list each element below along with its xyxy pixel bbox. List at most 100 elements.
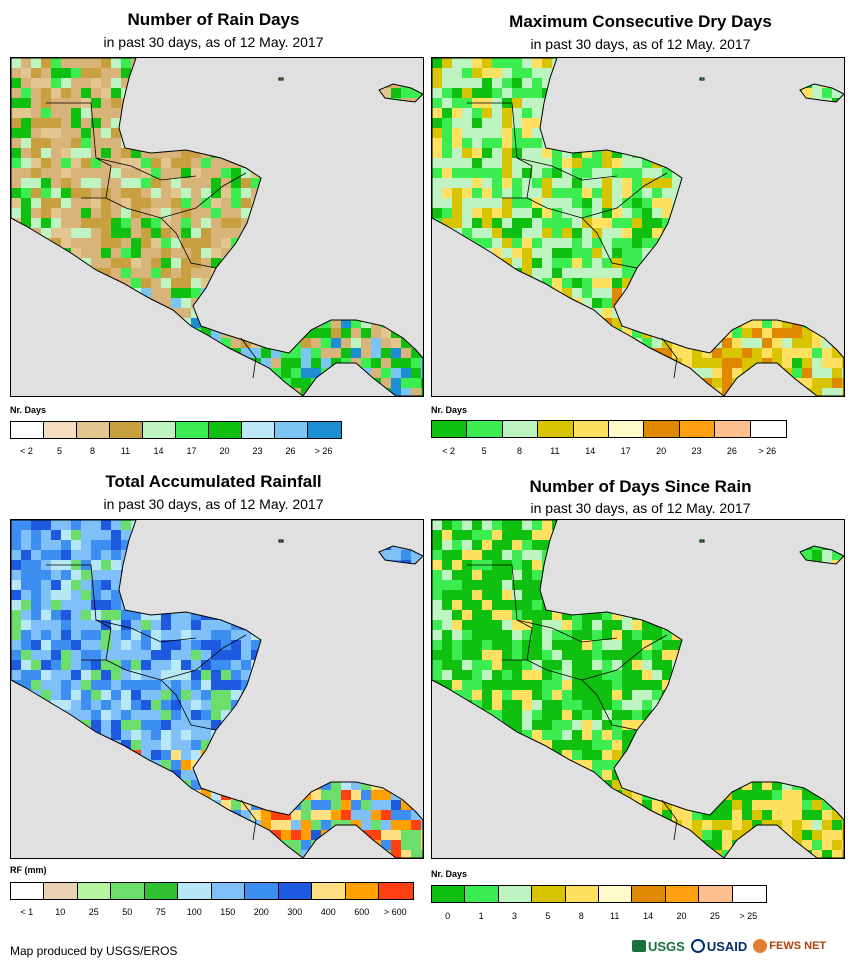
legend-label: > 25 [739,911,758,921]
legend-label: 20 [656,446,667,456]
legend-swatch [608,421,645,437]
legend-label: 150 [220,907,236,917]
panel-days-since-rain: Number of Days Since Rain in past 30 day… [427,465,854,930]
legend-swatch [211,883,246,899]
legend-labels: < 2 5 8 11 14 17 20 23 26 > 26 [10,446,340,458]
legend-swatch [532,886,566,902]
legend-label: < 1 [20,907,34,917]
legend-swatch [308,422,341,438]
legend-label: 26 [726,446,737,456]
country-border [105,634,247,681]
country-border [526,634,668,681]
legend-swatch [732,886,766,902]
legend-label: 5 [481,446,487,456]
legend-swatch [345,883,380,899]
legend-label: 20 [676,911,687,921]
legend-labels: 0 1 3 5 8 11 14 20 25 > 25 [431,911,765,923]
total-rainfall-map [10,519,424,859]
legend-label: 14 [153,446,164,456]
legend-swatch [278,883,313,899]
map-image [11,58,423,396]
panel-subtitle: in past 30 days, as of 12 May. 2017 [530,36,751,52]
country-border [46,564,112,661]
country-border [467,102,533,199]
country-border [95,157,197,181]
legend-label: 300 [287,907,303,917]
legend-label: 400 [320,907,336,917]
legend-label: 17 [620,446,631,456]
max-dry-days-map [431,57,845,397]
coastline [11,58,423,396]
legend-label: 23 [691,446,702,456]
legend-labels: < 1 10 25 50 75 100 150 200 300 400 600 > 600 [10,907,412,919]
country-border [46,102,112,199]
legend-label: 200 [253,907,269,917]
legend-label: 5 [545,911,551,921]
legend-label: 1 [478,911,484,921]
legend-swatch [11,422,44,438]
country-border [467,564,533,661]
legend-swatch [565,886,599,902]
country-border [105,172,247,219]
legend-swatch [77,422,110,438]
legend-label: 11 [120,446,131,456]
legend-label: 100 [186,907,202,917]
legend-swatch [209,422,242,438]
legend-label: 3 [511,911,518,921]
legend-label: 11 [550,446,560,456]
country-border [516,157,618,181]
usaid-logo: USAID [690,939,747,954]
legend-label: 5 [56,446,63,456]
coastline [432,58,844,396]
legend-label: > 26 [758,446,777,456]
legend-swatch [750,421,786,437]
legend-swatch [465,886,499,902]
agency-logos: USGS USAID FEWS NET [632,932,844,960]
legend-swatch [11,883,45,899]
panel-subtitle: in past 30 days, as of 12 May. 2017 [103,496,324,512]
legend-swatch [77,883,112,899]
legend-label: 25 [709,911,720,921]
legend-title: Nr. Days [431,405,468,415]
legend-label: 8 [89,446,96,456]
legend-swatch [538,421,574,437]
legend-swatch [502,421,539,437]
country-border [516,619,618,643]
legend-label: 600 [354,907,370,917]
legend-label: 50 [122,907,133,917]
days-since-rain-map [431,519,845,859]
legend-label: 11 [610,911,620,921]
legend-swatch [44,883,78,899]
legend-label: 8 [578,911,584,921]
legend-swatch [467,421,503,437]
legend-swatch [111,883,145,899]
fews-globe-icon [753,939,768,953]
country-border [581,679,638,731]
rain-days-map [10,57,424,397]
legend-label: 10 [55,907,66,917]
legend-label: 23 [252,446,263,456]
legend-bar [431,885,767,903]
legend-label: 17 [186,446,197,456]
legend-label: 14 [585,446,596,456]
country-border [160,217,217,269]
legend-label: > 600 [383,907,407,917]
country-border [95,619,197,643]
map-image [11,520,423,858]
legend-swatch [178,883,212,899]
legend-swatch [245,883,279,899]
map-image [432,520,844,858]
coastline [432,520,844,858]
map-credit: Map produced by USGS/EROS [10,944,178,958]
legend-swatch [432,421,468,437]
usgs-wave-icon [632,940,646,952]
panel-title: Number of Rain Days [127,10,300,29]
legend-label: 0 [445,911,451,921]
country-border [661,337,678,379]
legend-label: 25 [88,907,99,917]
legend-label: < 2 [442,446,456,456]
legend-swatch [44,422,77,438]
legend-labels: < 2 5 8 11 14 17 20 23 26 > 26 [431,446,785,458]
country-border [581,217,638,269]
legend-label: 8 [516,446,523,456]
